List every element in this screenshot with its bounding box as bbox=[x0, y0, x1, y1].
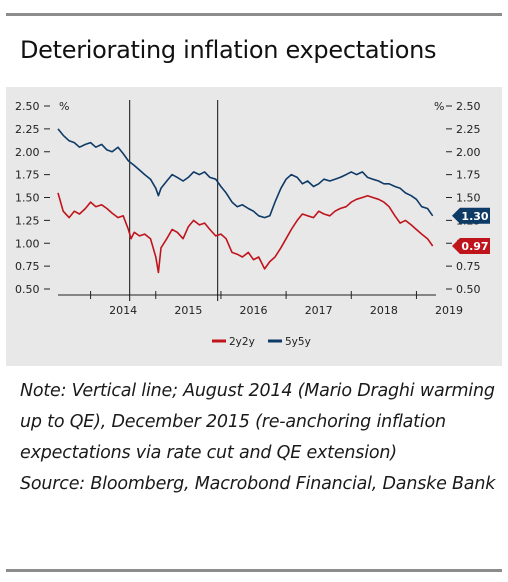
x-tick-label: 2016 bbox=[240, 304, 268, 317]
top-rule bbox=[6, 13, 502, 16]
x-tick-label: 2019 bbox=[435, 304, 463, 317]
x-tick-label: 2014 bbox=[109, 304, 137, 317]
y-tick-label-left: 2.00 bbox=[15, 146, 40, 159]
x-tick-label: 2018 bbox=[370, 304, 398, 317]
y-tick-label-left: 1.00 bbox=[15, 237, 40, 250]
legend-label-5y5y: 5y5y bbox=[285, 336, 311, 348]
y-tick-label-left: 1.25 bbox=[15, 214, 40, 227]
note-text: Note: Vertical line; August 2014 (Mario … bbox=[20, 381, 495, 463]
bottom-rule bbox=[6, 569, 502, 572]
y-tick-label-right: 2.00 bbox=[456, 146, 481, 159]
y-tick-label-left: 0.50 bbox=[15, 283, 40, 296]
series-line-2y2y bbox=[57, 192, 434, 274]
end-value-tag-5y5y: 1.30 bbox=[452, 207, 490, 224]
end-value-label: 1.30 bbox=[461, 210, 488, 223]
y-tick-label-left: 0.75 bbox=[15, 260, 40, 273]
x-tick-label: 2017 bbox=[305, 304, 333, 317]
legend-label-2y2y: 2y2y bbox=[229, 336, 255, 348]
y-tick-label-right: 1.50 bbox=[456, 192, 481, 205]
y-tick-label-right: 2.50 bbox=[456, 100, 481, 113]
end-value-tag-bg bbox=[452, 207, 490, 224]
chart-title: Deteriorating inflation expectations bbox=[20, 36, 437, 64]
y-tick-label-right: 0.75 bbox=[456, 260, 481, 273]
end-value-label: 0.97 bbox=[461, 240, 488, 253]
end-value-tag-2y2y: 0.97 bbox=[452, 237, 490, 254]
source-text: Source: Bloomberg, Macrobond Financial, … bbox=[20, 474, 496, 494]
y-tick-label-right: 1.75 bbox=[456, 169, 481, 182]
chart-panel: 0.500.500.750.751.001.001.251.251.501.50… bbox=[6, 87, 502, 366]
x-tick-label: 2015 bbox=[174, 304, 202, 317]
y-tick-label-right: 0.50 bbox=[456, 283, 481, 296]
y-tick-label-left: 1.75 bbox=[15, 169, 40, 182]
chart-svg: 0.500.500.750.751.001.001.251.251.501.50… bbox=[15, 100, 490, 348]
end-value-tag-bg bbox=[452, 237, 490, 254]
right-unit-label: % bbox=[434, 100, 444, 113]
y-tick-label-left: 2.25 bbox=[15, 123, 40, 136]
series-line-5y5y bbox=[57, 128, 434, 219]
left-unit-label: % bbox=[59, 100, 69, 113]
y-tick-label-right: 2.25 bbox=[456, 123, 481, 136]
y-tick-label-left: 1.50 bbox=[15, 192, 40, 205]
note-block: Note: Vertical line; August 2014 (Mario … bbox=[20, 376, 498, 500]
y-tick-label-left: 2.50 bbox=[15, 100, 40, 113]
